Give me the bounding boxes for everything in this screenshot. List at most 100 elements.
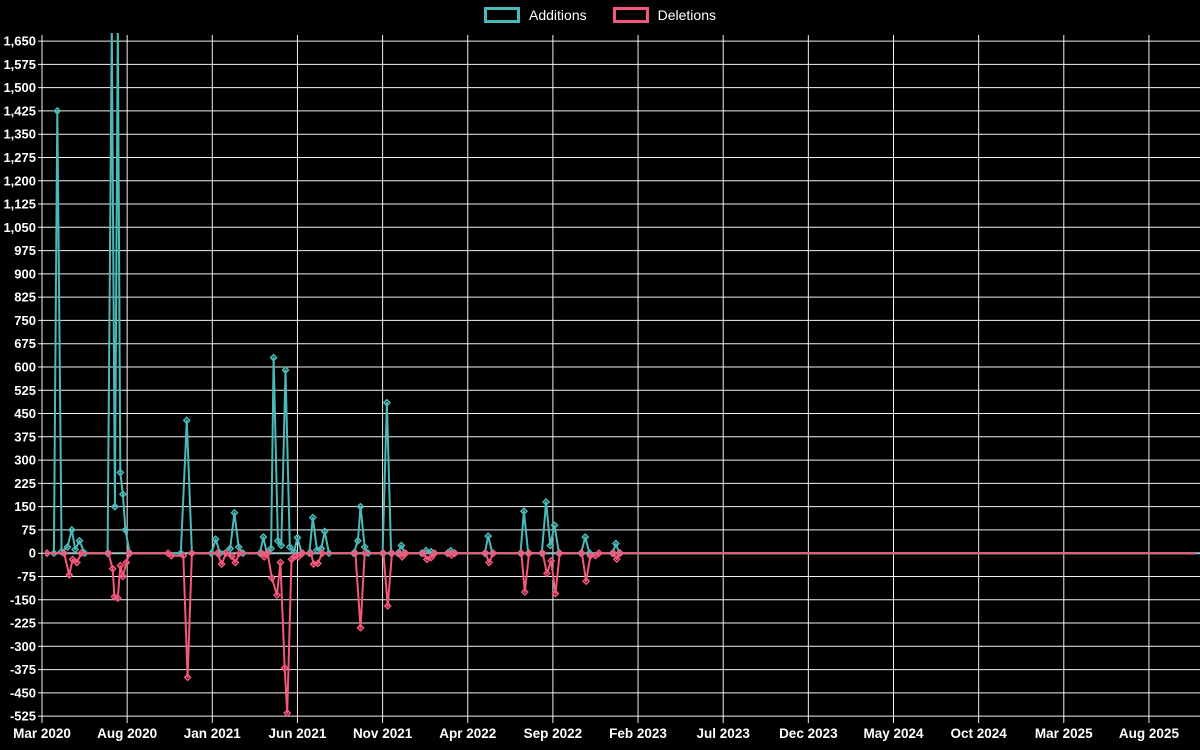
x-axis-tick-label: Mar 2020 [13,726,71,741]
y-axis-tick-label: 1,575 [3,57,36,72]
y-axis-tick-label: 150 [14,499,36,514]
additions-line [45,33,1196,555]
additions-point-marker [215,549,225,558]
deletions-point-marker [356,623,365,632]
y-axis-tick-label: -375 [10,662,36,677]
additions-point-marker [53,106,62,115]
additions-point-marker [550,521,559,530]
additions-point-marker [110,502,119,511]
y-axis-tick-label: 750 [14,313,36,328]
deletions-point-marker [450,549,460,558]
additions-point-marker [75,536,84,545]
y-axis-tick-label: 1,200 [3,173,36,188]
deletions-point-marker [187,549,196,558]
y-axis-tick-label: 1,125 [3,197,36,212]
additions-point-marker [226,544,235,553]
deletions-point-marker [524,549,534,558]
deletions-point-marker [318,549,327,558]
deletions-point-marker [167,551,176,560]
deletions-point-marker [484,558,494,567]
deletions-line [45,552,1196,714]
deletions-point-marker [398,552,407,561]
additions-point-marker [581,533,590,542]
additions-point-marker [269,353,278,362]
additions-point-marker [121,525,130,534]
deletions-point-marker [213,549,222,558]
deletions-point-marker [351,549,360,558]
additions-point-marker [109,23,115,29]
deletions-point-marker [294,552,303,561]
y-axis-tick-label: 300 [14,453,36,468]
deletions-point-marker [551,589,560,598]
deletions-point-marker [125,549,134,558]
deletions-point-marker [72,558,81,567]
deletions-point-marker [616,549,625,558]
additions-point-marker [356,502,365,511]
y-axis-tick-label: -525 [10,709,36,724]
additions-point-marker [308,513,317,522]
y-axis-tick-label: 1,500 [3,80,36,95]
additions-point-marker [63,542,72,552]
x-axis-tick-label: May 2024 [863,726,924,741]
deletions-point-marker [272,591,282,600]
x-axis-tick-label: Dec 2023 [779,726,838,741]
deletions-point-marker [307,549,316,558]
deletions-point-marker [235,549,244,558]
y-axis-tick-label: -225 [10,616,36,631]
x-axis-tick-label: Jun 2021 [269,726,327,741]
y-axis-tick-label: 600 [14,359,36,374]
deletions-point-marker [260,552,269,561]
deletions-point-marker [298,549,307,558]
y-axis-tick-label: 1,425 [3,103,36,118]
legend-item-deletions[interactable]: Deletions [612,7,716,23]
deletions-point-marker [68,555,77,564]
additions-legend-label: Additions [529,7,587,23]
deletions-point-marker [609,549,618,558]
deletions-point-marker [108,564,117,573]
y-axis-tick-label: 825 [14,290,36,305]
additions-point-marker [211,535,220,544]
x-axis-tick-label: Jul 2023 [697,726,751,741]
y-axis-tick-label: -75 [17,569,36,584]
y-axis-tick-label: 375 [14,429,36,444]
deletions-legend-swatch-icon [612,7,649,23]
additions-point-marker [285,542,294,552]
deletions-point-marker [586,551,595,560]
x-axis-tick-label: Oct 2024 [951,726,1008,741]
deletions-point-marker [118,572,127,581]
deletions-point-marker [60,549,69,558]
deletions-point-marker [45,549,51,558]
deletions-point-marker [430,549,439,558]
legend-item-additions[interactable]: Additions [484,7,587,23]
deletions-point-marker [594,549,603,558]
deletions-point-marker [427,553,436,562]
deletions-point-marker [122,558,131,567]
deletions-point-marker [183,673,192,682]
additions-point-marker [546,541,555,550]
y-axis-tick-label: 525 [14,383,36,398]
additions-point-marker [611,539,620,548]
deletions-legend-label: Deletions [657,7,716,23]
additions-point-marker [182,416,191,425]
additions-point-marker [259,533,268,542]
deletions-point-marker [104,549,113,558]
additions-point-marker [116,468,125,477]
deletions-point-marker [481,549,490,558]
chart-legend: Additions Deletions [0,7,1200,23]
additions-point-marker [320,527,329,536]
x-axis-tick-label: Jan 2021 [184,726,242,741]
deletions-point-marker [227,552,236,561]
y-axis-tick-label: 1,350 [3,127,36,142]
deletions-point-marker [542,569,552,578]
additions-point-marker [115,23,121,29]
deletions-point-marker [444,549,453,558]
deletions-point-marker [577,549,586,558]
y-axis-tick-label: 900 [14,266,36,281]
y-axis-tick-label: 75 [22,522,36,537]
additions-point-marker [293,533,302,542]
additions-point-marker [273,536,282,545]
y-axis-tick-label: 675 [14,336,36,351]
